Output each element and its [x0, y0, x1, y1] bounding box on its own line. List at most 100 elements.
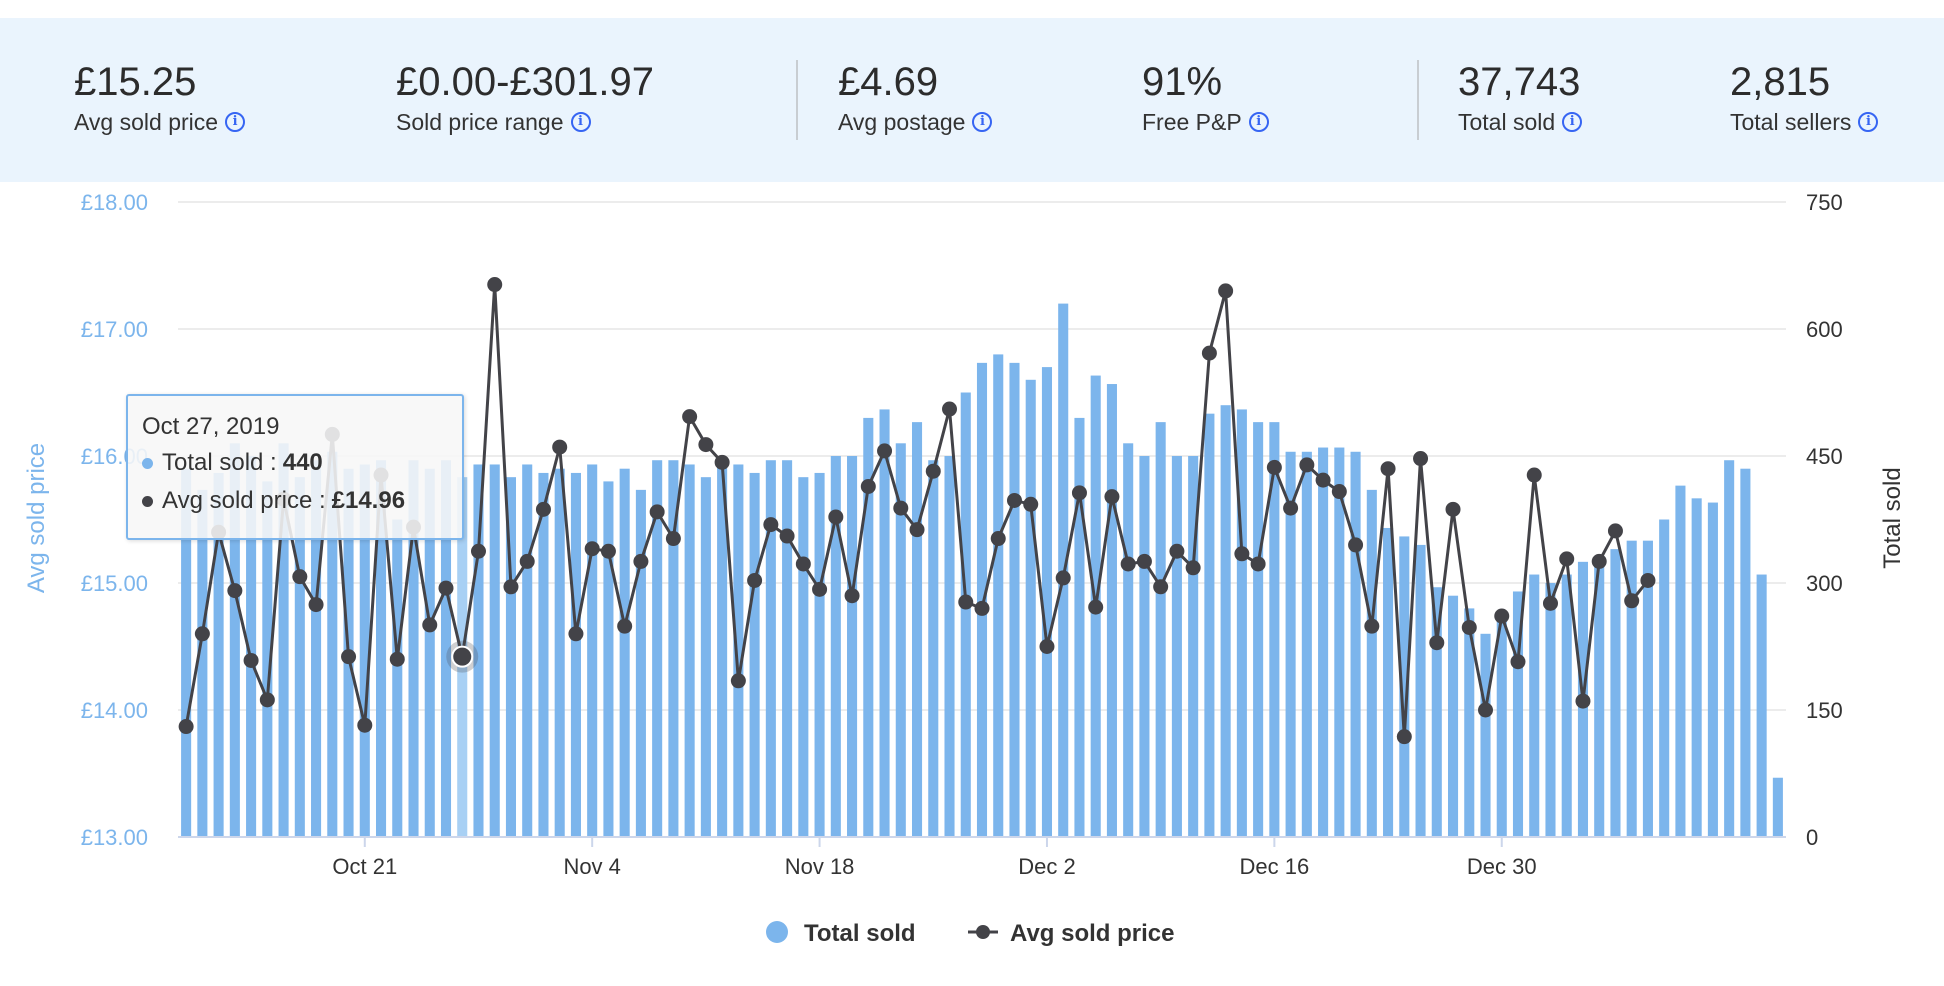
stat-free-pp: 91% Free P&P i: [1142, 58, 1269, 136]
total-sold-bar: [375, 460, 387, 837]
avg-price-point: [1136, 553, 1152, 569]
avg-price-point: [227, 583, 243, 599]
avg-price-point: [308, 597, 324, 613]
avg-price-point: [730, 673, 746, 689]
total-sold-bar: [668, 460, 679, 837]
total-sold-bar: [895, 443, 906, 837]
total-sold-bar: [1529, 574, 1540, 837]
info-icon[interactable]: i: [570, 112, 591, 132]
total-sold-bar: [1350, 451, 1361, 837]
x-tick-label: Dec 30: [1467, 854, 1537, 879]
avg-price-point: [698, 437, 714, 453]
right-axis-title: Total sold: [1879, 467, 1906, 568]
avg-price-point: [763, 517, 779, 533]
total-sold-bar: [1155, 422, 1166, 837]
stat-label-text: Avg sold price: [74, 109, 219, 135]
info-icon[interactable]: i: [972, 112, 993, 132]
total-sold-bar: [1659, 519, 1670, 837]
avg-price-point: [1153, 579, 1169, 595]
total-sold-bar: [424, 468, 435, 837]
total-sold-bar: [749, 472, 760, 837]
total-sold-bar: [1512, 591, 1524, 837]
total-sold-bar: [359, 464, 370, 837]
left-tick-label: £14.00: [81, 698, 148, 723]
total-sold-bar: [1318, 447, 1329, 837]
info-icon[interactable]: i: [1562, 112, 1583, 132]
legend-avg-price-label[interactable]: Avg sold price: [1010, 920, 1174, 947]
chart-legend[interactable]: Total sold Avg sold price: [766, 920, 1174, 947]
avg-price-point: [1364, 618, 1380, 634]
tooltip-total-dot: [142, 457, 153, 469]
stat-label-text: Total sold: [1458, 109, 1556, 135]
stat-label: Total sold i: [1458, 108, 1583, 136]
total-sold-bar: [863, 417, 874, 837]
sales-chart[interactable]: £13.00£14.00£15.00£16.00£17.00£18.00 015…: [0, 182, 1944, 986]
total-sold-bar: [1496, 621, 1507, 837]
left-tick-label: £18.00: [81, 190, 148, 215]
x-tick-label: Dec 16: [1240, 854, 1310, 879]
avg-price-point: [958, 594, 974, 610]
total-sold-bar: [1626, 540, 1637, 837]
left-axis-ticks: £13.00£14.00£15.00£16.00£17.00£18.00: [81, 190, 148, 850]
total-sold-bar: [1253, 422, 1264, 837]
avg-price-point: [1429, 635, 1445, 651]
total-sold-bar: [587, 464, 598, 837]
avg-price-point: [1250, 556, 1266, 572]
stats-divider: [1417, 60, 1419, 140]
total-sold-bar: [1334, 447, 1345, 837]
total-sold-bar: [960, 392, 971, 837]
info-icon[interactable]: i: [1248, 112, 1269, 132]
total-sold-bar: [1009, 362, 1020, 837]
avg-price-point: [1169, 543, 1185, 559]
tooltip-price-dot: [142, 495, 153, 507]
avg-price-point: [1607, 523, 1623, 539]
total-sold-bar: [652, 460, 663, 837]
legend-total-sold-marker: [766, 921, 788, 943]
info-icon[interactable]: i: [225, 112, 246, 132]
avg-price-point: [942, 401, 958, 417]
chart-tooltip: Oct 27, 2019 Total sold : 440 Avg sold p…: [126, 394, 464, 540]
legend-avg-price-marker: [976, 925, 990, 939]
total-sold-bar: [993, 354, 1004, 837]
tooltip-total-value: 440: [282, 449, 323, 476]
avg-price-point: [1218, 283, 1234, 299]
avg-price-point: [1023, 496, 1039, 512]
left-tick-label: £17.00: [81, 317, 148, 342]
stats-divider: [796, 60, 798, 140]
stat-label-text: Free P&P: [1142, 109, 1242, 135]
total-sold-bar: [1269, 422, 1280, 837]
avg-price-point: [649, 504, 665, 520]
total-sold-bar: [1707, 502, 1718, 837]
total-sold-bar: [1074, 417, 1085, 837]
total-sold-bar: [1025, 379, 1036, 837]
tooltip-price-value: £14.96: [331, 487, 406, 514]
legend-total-sold-label[interactable]: Total sold: [804, 920, 916, 947]
stat-total-sellers: 2,815 Total sellers i: [1730, 58, 1879, 136]
x-axis-ticks: Oct 21 Nov 4 Nov 18 Dec 2 Dec 16 Dec 30: [332, 837, 1537, 879]
info-icon[interactable]: i: [1858, 112, 1879, 132]
avg-price-line: [178, 277, 1656, 745]
right-tick-label: 750: [1806, 190, 1843, 215]
total-sold-bar: [570, 472, 581, 837]
avg-price-point: [1526, 467, 1542, 483]
avg-price-point: [633, 553, 649, 569]
avg-price-point: [568, 626, 584, 642]
total-sold-bar: [554, 468, 565, 837]
total-sold-bar: [911, 422, 923, 837]
total-sold-bar: [229, 443, 240, 837]
stat-label-text: Sold price range: [396, 109, 564, 135]
avg-price-point: [1575, 693, 1591, 709]
avg-price-point: [714, 454, 730, 470]
total-sold-bar: [684, 464, 695, 837]
avg-price-point: [1201, 345, 1217, 361]
avg-price-point: [974, 600, 990, 616]
avg-price-point: [1315, 472, 1331, 488]
avg-price-point: [1104, 489, 1120, 505]
total-sold-bar: [976, 362, 988, 837]
stat-sold-price-range: £0.00-£301.97 Sold price range i: [396, 58, 654, 136]
stat-label: Total sellers i: [1730, 108, 1879, 136]
total-sold-bar: [1691, 498, 1702, 837]
x-tick-label: Dec 2: [1018, 854, 1075, 879]
total-sold-bar: [1675, 485, 1686, 837]
right-tick-label: 600: [1806, 317, 1843, 342]
